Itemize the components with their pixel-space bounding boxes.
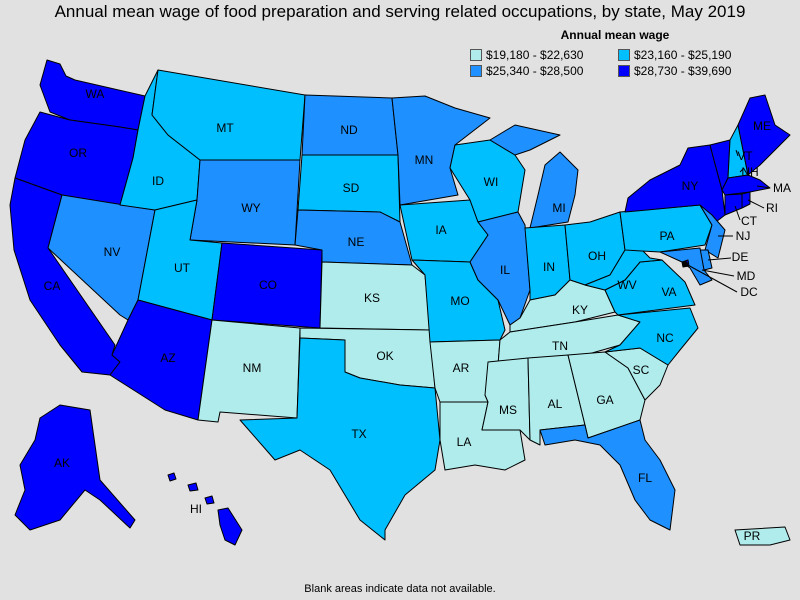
state-label-ak: AK (54, 456, 70, 470)
state-label-nm: NM (243, 361, 262, 375)
state-label-pr: PR (744, 529, 761, 543)
state-label-in: IN (543, 260, 555, 274)
legend-item-bin-0: $19,180 - $22,630 (470, 48, 618, 62)
leader-line-ri (747, 199, 765, 209)
state-ri[interactable] (741, 191, 751, 209)
state-nc[interactable] (604, 307, 699, 366)
state-ak[interactable] (14, 404, 136, 531)
state-label-wv: WV (617, 278, 636, 292)
state-mi[interactable] (489, 124, 579, 229)
state-tx[interactable] (239, 337, 441, 541)
state-pr[interactable] (734, 526, 791, 546)
state-label-ms: MS (499, 403, 517, 417)
state-ms[interactable] (481, 357, 531, 441)
dc-marker (682, 261, 688, 267)
state-label-ky: KY (572, 303, 588, 317)
state-label-mi: MI (552, 201, 565, 215)
legend-item-bin-1: $23,160 - $25,190 (618, 48, 778, 62)
state-label-ar: AR (453, 361, 470, 375)
state-wy[interactable] (189, 159, 301, 246)
state-label-or: OR (69, 146, 87, 160)
state-label-sc: SC (633, 363, 650, 377)
legend-title: Annual mean wage (560, 28, 670, 42)
state-label-mn: MN (415, 153, 434, 167)
state-label-nj: NJ (736, 229, 751, 243)
state-label-il: IL (500, 263, 510, 277)
state-label-hi: HI (190, 502, 202, 516)
state-label-az: AZ (160, 351, 175, 365)
state-label-ia: IA (435, 223, 446, 237)
legend-swatch (470, 65, 482, 77)
state-label-md: MD (737, 269, 756, 283)
state-ct[interactable] (724, 193, 743, 216)
state-label-ut: UT (174, 261, 191, 275)
map-title: Annual mean wage of food preparation and… (54, 2, 746, 21)
state-label-ks: KS (364, 291, 380, 305)
state-label-ny: NY (682, 179, 699, 193)
state-hi[interactable] (167, 472, 243, 546)
state-label-ok: OK (376, 349, 393, 363)
state-label-ri: RI (766, 201, 778, 215)
legend-swatch (618, 65, 630, 77)
state-label-vt: VT (737, 149, 753, 163)
state-label-oh: OH (588, 249, 606, 263)
legend-item-bin-2: $25,340 - $28,500 (470, 64, 618, 78)
state-label-nv: NV (104, 245, 121, 259)
state-label-tn: TN (552, 339, 568, 353)
leader-lines (685, 149, 771, 293)
leader-line-vt (735, 149, 739, 157)
state-label-ct: CT (741, 214, 758, 228)
legend-label: $25,340 - $28,500 (486, 64, 584, 78)
state-label-ma: MA (773, 181, 791, 195)
state-label-tx: TX (351, 427, 366, 441)
leader-line-md (701, 269, 735, 277)
state-label-sd: SD (343, 181, 360, 195)
state-wi[interactable] (449, 139, 526, 223)
leader-line-nh (739, 167, 745, 173)
state-label-fl: FL (638, 471, 652, 485)
state-fl[interactable] (539, 419, 676, 531)
leader-line-ma (756, 185, 771, 189)
state-label-nd: ND (340, 123, 358, 137)
state-label-ca: CA (44, 279, 61, 293)
state-label-nh: NH (741, 165, 758, 179)
legend-item-bin-3: $28,730 - $39,690 (618, 64, 778, 78)
legend-label: $28,730 - $39,690 (634, 64, 732, 78)
legend-swatch (618, 49, 630, 61)
state-label-va: VA (661, 285, 676, 299)
legend-label: $23,160 - $25,190 (634, 48, 732, 62)
state-label-la: LA (457, 435, 472, 449)
state-label-nc: NC (656, 331, 674, 345)
legend: Annual mean wage $19,180 - $22,630 $23,1… (470, 28, 780, 78)
footnote: Blank areas indicate data not available. (304, 583, 496, 595)
state-label-id: ID (152, 174, 164, 188)
state-label-al: AL (548, 397, 563, 411)
state-label-me: ME (753, 119, 771, 133)
state-label-mo: MO (450, 294, 469, 308)
state-me[interactable] (737, 94, 791, 176)
leader-line-dc (685, 263, 738, 293)
state-label-ga: GA (596, 393, 613, 407)
state-label-de: DE (732, 250, 749, 264)
legend-swatch (470, 49, 482, 61)
state-label-wi: WI (484, 175, 499, 189)
leader-line-ct (734, 205, 741, 221)
state-nj[interactable] (699, 204, 726, 259)
state-label-pa: PA (659, 229, 674, 243)
state-label-dc: DC (740, 285, 758, 299)
leader-line-de (707, 257, 732, 261)
state-label-wy: WY (241, 201, 260, 215)
state-label-mt: MT (216, 121, 234, 135)
legend-label: $19,180 - $22,630 (486, 48, 584, 62)
state-label-ne: NE (348, 235, 365, 249)
state-label-co: CO (259, 278, 277, 292)
state-label-wa: WA (86, 87, 105, 101)
